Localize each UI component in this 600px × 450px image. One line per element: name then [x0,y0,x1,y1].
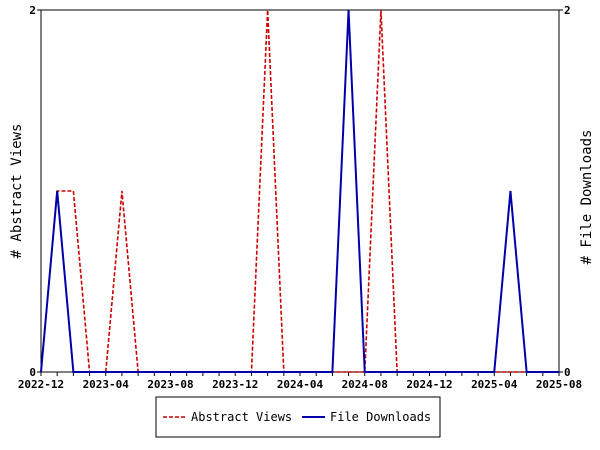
y-tick-label-left: 0 [29,366,36,379]
y-tick-label-left: 2 [29,4,36,17]
x-tick-label: 2023-08 [147,378,193,391]
series-line-file-downloads [40,9,559,373]
x-tick-label: 2022-12 [18,378,64,391]
series-line-abstract-views [40,9,559,373]
x-axis-ticks: 2022-12 2023-04 2023-08 2023-12 2024-04 2024-… [18,372,582,391]
y-tick-label-right: 0 [564,366,571,379]
legend-box [155,396,441,438]
x-tick-label: 2024-12 [406,378,452,391]
x-tick-label: 2023-04 [83,378,130,391]
plot-frame [40,9,560,373]
legend-label-file-downloads: File Downloads [330,410,431,424]
plot-border [40,9,560,373]
x-tick-label: 2025-04 [471,378,518,391]
legend-label-abstract-views: Abstract Views [191,410,292,424]
x-tick-label: 2023-12 [212,378,258,391]
x-tick-label: 2025-08 [536,378,582,391]
legend: Abstract Views File Downloads [155,396,441,438]
series-layer [40,9,559,373]
y-axis-ticks: 0 0 2 2 [29,4,570,379]
y-axis-title-left: # Abstract Views [9,124,25,259]
y-axis-title-right: # File Downloads [579,130,595,265]
y-tick-label-right: 2 [564,4,571,17]
x-tick-label: 2024-08 [342,378,388,391]
x-tick-label: 2024-04 [277,378,324,391]
